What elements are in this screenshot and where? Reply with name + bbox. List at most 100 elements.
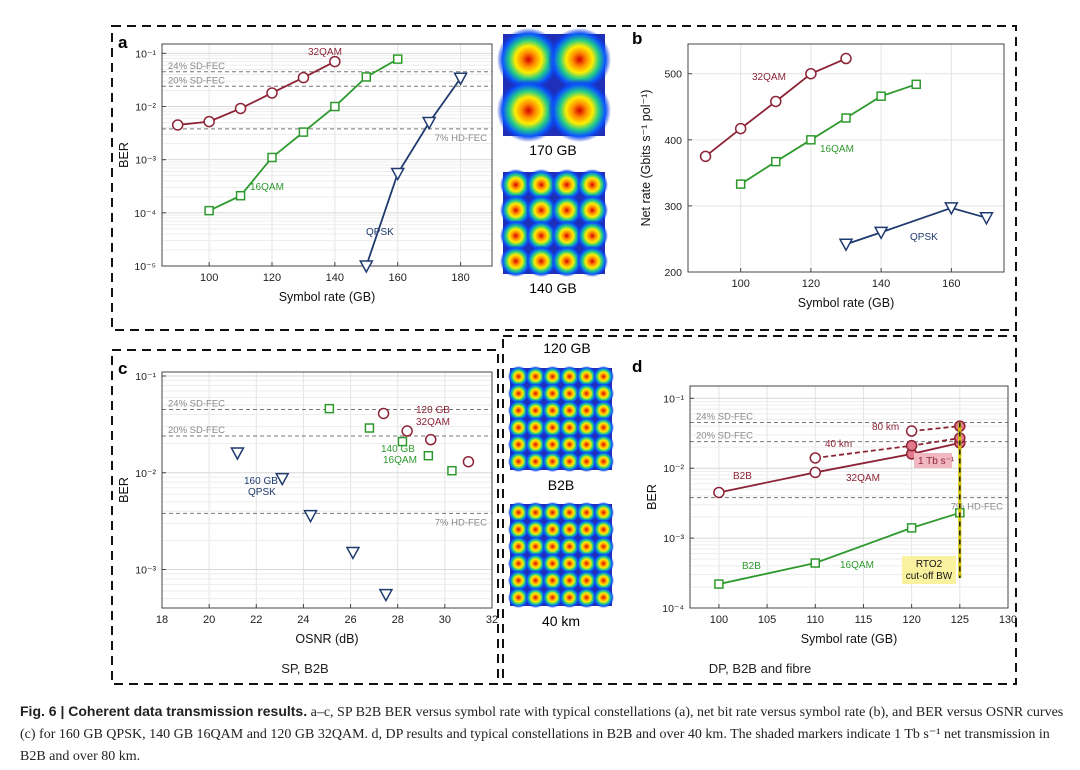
- constellation-spot: [558, 535, 581, 558]
- constellation-spot: [524, 433, 547, 456]
- data-point-square: [423, 450, 434, 461]
- constellation-spot: [592, 416, 615, 439]
- constellation-spot: [547, 78, 612, 143]
- y-tick-label: 400: [664, 135, 682, 147]
- data-point-triangle: [873, 226, 889, 240]
- constellation-spot: [592, 586, 615, 609]
- constellation-spot: [507, 416, 530, 439]
- data-point-square: [324, 403, 335, 414]
- y-tick-label: 10⁻⁴: [662, 603, 684, 615]
- annot-a-16qam: 16QAM: [250, 182, 284, 193]
- data-point-square: [810, 558, 821, 568]
- constellation-spot: [541, 450, 564, 473]
- constellation-spot: [558, 433, 581, 456]
- annot-d-b2b-16: B2B: [742, 561, 761, 572]
- fec-label: 20% SD-FEC: [168, 425, 225, 436]
- data-point-circle: [905, 439, 918, 452]
- data-point-circle: [377, 407, 390, 420]
- annot-c-qpsk-1: 160 GB: [244, 476, 278, 487]
- y-tick-label: 10⁻³: [663, 533, 684, 545]
- data-point-circle: [234, 102, 247, 115]
- constellation-spot: [550, 168, 583, 201]
- annot-d-rto2-1: RTO2: [916, 559, 943, 570]
- constellation-spot: [541, 382, 564, 405]
- constellation-spot: [592, 399, 615, 422]
- panel-letter-d: d: [632, 357, 642, 376]
- data-point-circle: [905, 425, 918, 437]
- annot-a-32qam: 32QAM: [308, 47, 342, 58]
- constellation-spot: [507, 586, 530, 609]
- constellation-spot: [507, 382, 530, 405]
- y-tick-label: 10⁻³: [135, 565, 156, 577]
- data-point-square: [392, 54, 403, 64]
- constellation-spot: [575, 518, 598, 541]
- constellation-spot: [575, 535, 598, 558]
- data-point-square: [204, 205, 214, 216]
- data-point-square: [806, 135, 816, 145]
- annot-d-40km: 40 km: [825, 439, 852, 450]
- x-tick-label: 100: [731, 278, 749, 290]
- constellation-spot: [592, 365, 615, 388]
- data-point-square: [447, 465, 457, 476]
- constellation-spot: [524, 399, 547, 422]
- x-tick-label: 22: [250, 614, 262, 626]
- fec-label: 7% HD-FEC: [951, 502, 1003, 513]
- footer-d: DP, B2B and fibre: [709, 661, 811, 676]
- x-tick-label: 110: [806, 614, 824, 626]
- fec-label: 24% SD-FEC: [696, 412, 753, 423]
- constellation-spot: [525, 219, 558, 252]
- data-point-circle: [713, 486, 725, 499]
- data-point-triangle: [838, 238, 854, 252]
- constellation-spot: [524, 450, 547, 473]
- constellation-label-40km: 40 km: [542, 613, 580, 629]
- annot-d-1tb: 1 Tb s⁻¹: [918, 456, 955, 467]
- y-tick-label: 10⁻³: [135, 155, 156, 167]
- data-point-triangle: [230, 447, 245, 461]
- constellation-spot: [575, 399, 598, 422]
- y-tick-label: 10⁻⁴: [134, 208, 156, 220]
- annot-d-16qam: 16QAM: [840, 560, 874, 571]
- constellation-spot: [507, 569, 530, 592]
- axes-frame: [689, 385, 1009, 609]
- constellation-spot: [592, 552, 615, 575]
- constellation-spot: [558, 569, 581, 592]
- chart-b: 100 120 140 160 200 300 400 500 Symbol rate (GB)…: [639, 43, 1005, 310]
- data-point-circle: [424, 433, 437, 446]
- constellation-spot: [524, 501, 547, 524]
- x-axis-label: Symbol rate (GB): [279, 290, 376, 304]
- annot-c-32qam-2: 32QAM: [416, 417, 450, 428]
- frame-d: [502, 335, 1017, 685]
- constellation-spot: [575, 586, 598, 609]
- constellation-spot: [558, 586, 581, 609]
- chart-c: 24% SD-FEC 20% SD-FEC 7% HD-FEC 18 20 22 24 26 2…: [117, 371, 498, 646]
- constellation-spot: [524, 416, 547, 439]
- data-point-circle: [329, 55, 341, 68]
- constellation-spot: [575, 501, 598, 524]
- y-axis-label: BER: [117, 477, 131, 503]
- constellation-140gb: [499, 168, 609, 278]
- fec-label: 7% HD-FEC: [435, 517, 487, 528]
- constellation-spot: [507, 535, 530, 558]
- caption-text: a–c, SP B2B BER versus symbol rate with …: [20, 705, 1064, 764]
- constellation-spot: [550, 245, 583, 278]
- data-point-circle: [734, 122, 747, 135]
- figure: a b c d 24% SD-FEC 20% SD-FEC 7% HD-FEC 100…: [111, 25, 1017, 685]
- fec-label: 24% SD-FEC: [168, 61, 225, 72]
- series-line: [740, 83, 917, 185]
- x-tick-label: 125: [951, 614, 969, 626]
- data-point-circle: [770, 95, 782, 108]
- data-point-square: [714, 579, 724, 589]
- data-point-square: [841, 113, 851, 123]
- constellation-spot: [496, 78, 561, 143]
- constellation-170gb: [496, 27, 612, 143]
- data-point-square: [876, 91, 886, 101]
- annot-d-32qam: 32QAM: [846, 473, 880, 484]
- data-point-circle: [809, 452, 822, 464]
- annot-c-qpsk-2: QPSK: [248, 487, 276, 498]
- series-line: [718, 442, 961, 494]
- data-point-circle: [805, 67, 817, 80]
- data-point-triangle: [303, 509, 318, 524]
- x-tick-label: 20: [203, 614, 215, 626]
- y-tick-label: 10⁻⁵: [134, 261, 156, 273]
- axes-frame: [161, 371, 493, 609]
